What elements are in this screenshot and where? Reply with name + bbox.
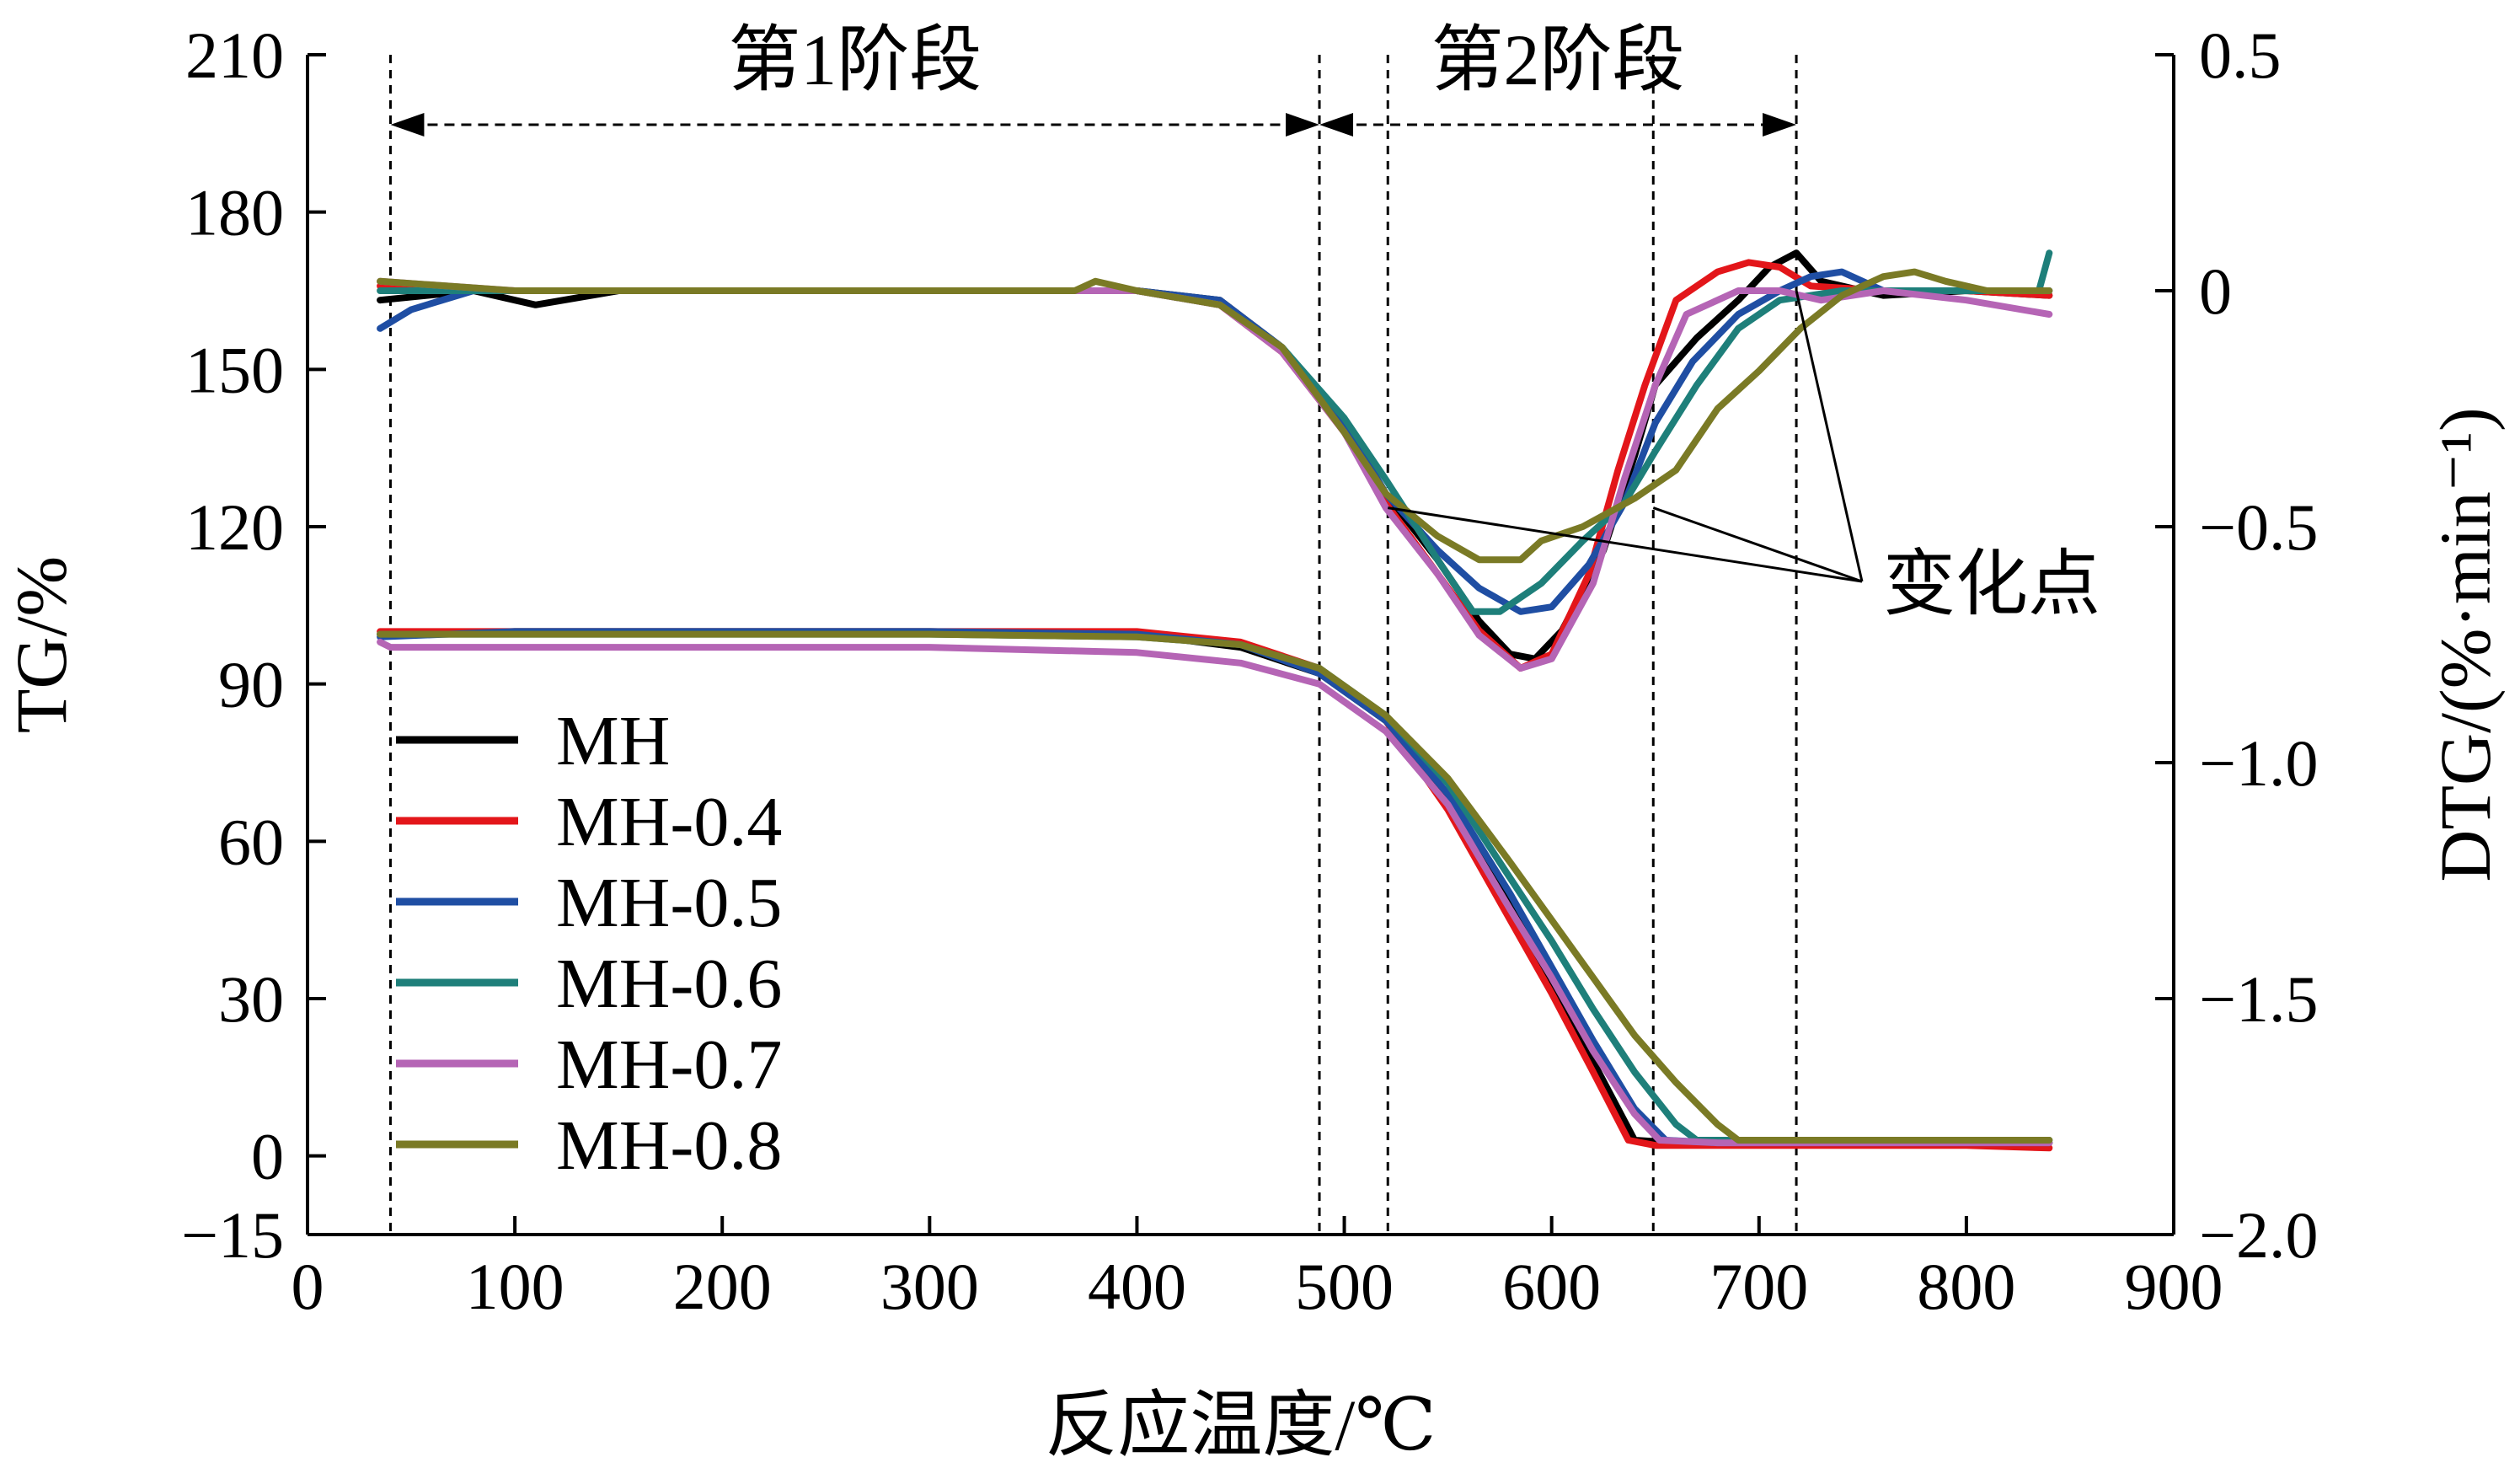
y-left-tick-label: 90 bbox=[218, 648, 284, 721]
y-left-tick-label: 180 bbox=[185, 176, 284, 249]
y-axis-right-title: DTG/(%·min⁻¹) bbox=[2425, 407, 2506, 881]
annotation-pointer bbox=[1795, 290, 1864, 582]
x-tick-label: 900 bbox=[2125, 1250, 2223, 1323]
y-left-tick-label: 60 bbox=[218, 805, 284, 878]
y-left-tick-label: 30 bbox=[218, 962, 284, 1036]
x-tick-label: 500 bbox=[1295, 1250, 1394, 1323]
y-right-tick-label: −0.5 bbox=[2199, 490, 2319, 564]
dtg-line-mh-0-5 bbox=[377, 268, 2053, 615]
stage-label-1: 第1阶段 bbox=[728, 19, 982, 100]
legend-label: MH-0.5 bbox=[556, 864, 782, 942]
dtg-line-mh bbox=[377, 249, 2053, 662]
x-tick-label: 300 bbox=[880, 1250, 979, 1323]
x-tick-label: 0 bbox=[292, 1250, 324, 1323]
y-right-tick-label: −2.0 bbox=[2199, 1198, 2319, 1272]
stage-arrowhead-left bbox=[390, 113, 425, 137]
dtg-line-mh-0-4 bbox=[377, 259, 2053, 672]
annotation-pointer bbox=[1652, 506, 1863, 583]
stage-label-2: 第2阶段 bbox=[1431, 19, 1685, 100]
series-lines bbox=[377, 249, 2053, 1152]
x-axis-title: 反应温度/℃ bbox=[1045, 1385, 1436, 1465]
y-left-tick-label: 0 bbox=[251, 1120, 284, 1193]
x-tick-label: 800 bbox=[1917, 1250, 2015, 1323]
dtg-line-mh-0-8 bbox=[377, 268, 2053, 564]
stage-labels: 第1阶段 第2阶段 bbox=[390, 19, 1797, 137]
stage-arrowhead-right bbox=[1763, 113, 1797, 137]
dtg-line-mh-0-7 bbox=[377, 277, 2053, 672]
x-tick-label: 600 bbox=[1502, 1250, 1601, 1323]
legend-label: MH-0.4 bbox=[556, 783, 782, 861]
annotation-label: 变化点 bbox=[1883, 544, 2100, 624]
y-left-tick-label: 210 bbox=[185, 19, 284, 92]
stage-arrowhead-left bbox=[1319, 113, 1354, 137]
y-right-tick-label: −1.5 bbox=[2199, 962, 2319, 1036]
annotation: 变化点 bbox=[1388, 290, 2100, 624]
x-tick-label: 100 bbox=[466, 1250, 564, 1323]
tg-line-mh-0-7 bbox=[377, 638, 2053, 1147]
legend-label: MH-0.7 bbox=[556, 1026, 782, 1104]
legend-label: MH-0.8 bbox=[556, 1106, 782, 1185]
legend-label: MH-0.6 bbox=[556, 945, 782, 1023]
y-axis-left-title: TG/% bbox=[1, 556, 82, 733]
y-right-tick-label: 0 bbox=[2199, 254, 2232, 328]
x-tick-label: 200 bbox=[673, 1250, 772, 1323]
y-left-tick-label: 120 bbox=[185, 490, 284, 564]
tg-line-mh-0-8 bbox=[377, 630, 2053, 1144]
x-tick-label: 700 bbox=[1709, 1250, 1808, 1323]
y-right-tick-label: −1.0 bbox=[2199, 726, 2319, 800]
y-right-tick-label: 0.5 bbox=[2199, 19, 2282, 92]
x-tick-label: 400 bbox=[1088, 1250, 1186, 1323]
legend-label: MH bbox=[556, 702, 670, 780]
stage-arrowhead-right bbox=[1286, 113, 1320, 137]
y-left-tick-label: 150 bbox=[185, 333, 284, 406]
annotation-pointer bbox=[1388, 506, 1863, 583]
y-left-tick-label: −15 bbox=[181, 1198, 284, 1272]
axes: 0 100 200 300 400 500 600 700 800 900−15030609012… bbox=[1, 19, 2506, 1465]
